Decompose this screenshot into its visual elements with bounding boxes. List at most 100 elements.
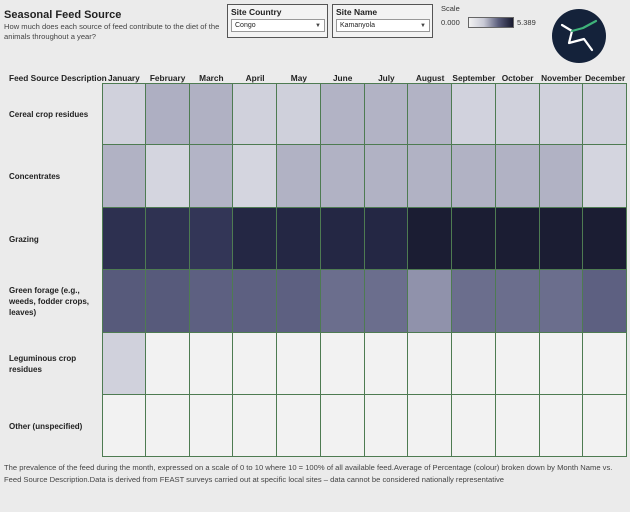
- site-country-value: Congo: [235, 22, 256, 29]
- heatmap-cell[interactable]: [452, 270, 496, 333]
- heatmap-cell[interactable]: [102, 395, 146, 458]
- heatmap-cell[interactable]: [277, 270, 321, 333]
- heatmap-cell[interactable]: [145, 270, 190, 333]
- month-header: December: [585, 73, 626, 83]
- site-name-dropdown[interactable]: Kamanyola ▼: [336, 19, 430, 32]
- scale-label: Scale: [441, 4, 460, 13]
- heatmap-cell[interactable]: [452, 332, 496, 395]
- heatmap-cell[interactable]: [277, 395, 321, 458]
- heatmap-cell[interactable]: [189, 83, 234, 146]
- heatmap-cell[interactable]: [189, 332, 234, 395]
- month-header: July: [378, 73, 395, 83]
- heatmap-cell[interactable]: [145, 332, 190, 395]
- chevron-down-icon: ▼: [315, 23, 321, 29]
- heatmap-cell[interactable]: [452, 395, 496, 458]
- heatmap-cell[interactable]: [583, 145, 627, 208]
- row-header: Leguminous crop residues: [9, 353, 77, 374]
- heatmap-cell[interactable]: [189, 270, 234, 333]
- feast-logo-icon[interactable]: [552, 9, 606, 63]
- heatmap-cell[interactable]: [364, 145, 409, 208]
- heatmap-cell[interactable]: [583, 395, 627, 458]
- heatmap-cell[interactable]: [320, 145, 365, 208]
- row-header: Concentrates: [9, 172, 61, 182]
- heatmap-cell[interactable]: [539, 270, 584, 333]
- heatmap-cell[interactable]: [364, 395, 409, 458]
- heatmap-cell[interactable]: [277, 83, 321, 146]
- month-header: October: [501, 73, 534, 83]
- row-header: Cereal crop residues: [9, 109, 89, 119]
- heatmap-cell[interactable]: [320, 270, 365, 333]
- heatmap-cell[interactable]: [539, 395, 584, 458]
- chevron-down-icon: ▼: [420, 23, 426, 29]
- heatmap-cell[interactable]: [539, 145, 584, 208]
- heatmap-cell[interactable]: [539, 83, 584, 146]
- site-country-dropdown[interactable]: Congo ▼: [231, 19, 325, 32]
- heatmap-cell[interactable]: [102, 145, 146, 208]
- site-country-filter: Site Country Congo ▼: [227, 4, 328, 38]
- month-header: March: [199, 73, 224, 83]
- heatmap-cell[interactable]: [320, 83, 365, 146]
- heatmap-cell[interactable]: [233, 395, 277, 458]
- month-header: November: [541, 73, 582, 83]
- heatmap-cell[interactable]: [189, 145, 234, 208]
- month-header: September: [452, 73, 496, 83]
- heatmap-cell[interactable]: [495, 395, 540, 458]
- row-header: Grazing: [9, 234, 39, 244]
- heatmap-cell[interactable]: [583, 207, 627, 271]
- heatmap-cell[interactable]: [408, 332, 452, 395]
- heatmap-cell[interactable]: [408, 83, 452, 146]
- heatmap-cell[interactable]: [364, 270, 409, 333]
- heatmap-cell[interactable]: [452, 83, 496, 146]
- heatmap-cell[interactable]: [408, 270, 452, 333]
- heatmap-cell[interactable]: [320, 207, 365, 271]
- month-header: April: [245, 73, 265, 83]
- heatmap-cell[interactable]: [452, 145, 496, 208]
- heatmap-cell[interactable]: [233, 207, 277, 271]
- heatmap-cell[interactable]: [364, 83, 409, 146]
- heatmap-cell[interactable]: [495, 207, 540, 271]
- heatmap-cell[interactable]: [583, 332, 627, 395]
- row-header: Green forage (e.g., weeds, fodder crops,…: [9, 285, 90, 317]
- heatmap-cell[interactable]: [102, 332, 146, 395]
- heatmap-cell[interactable]: [495, 332, 540, 395]
- heatmap-cell[interactable]: [408, 145, 452, 208]
- site-name-label: Site Name: [336, 7, 378, 17]
- heatmap-cell[interactable]: [189, 395, 234, 458]
- site-name-filter: Site Name Kamanyola ▼: [332, 4, 433, 38]
- heatmap-cell[interactable]: [320, 395, 365, 458]
- heatmap-cell[interactable]: [277, 207, 321, 271]
- scale-gradient: [468, 17, 514, 28]
- page-subtitle: How much does each source of feed contri…: [4, 22, 220, 41]
- heatmap-cell[interactable]: [452, 207, 496, 271]
- heatmap-cell[interactable]: [145, 83, 190, 146]
- site-name-value: Kamanyola: [340, 22, 376, 29]
- heatmap-cell[interactable]: [233, 145, 277, 208]
- heatmap-cell[interactable]: [145, 395, 190, 458]
- heatmap-cell[interactable]: [583, 270, 627, 333]
- heatmap-cell[interactable]: [583, 83, 627, 146]
- heatmap-cell[interactable]: [539, 207, 584, 271]
- heatmap-cell[interactable]: [102, 83, 146, 146]
- heatmap-cell[interactable]: [364, 207, 409, 271]
- heatmap-cell[interactable]: [233, 270, 277, 333]
- heatmap-cell[interactable]: [408, 207, 452, 271]
- scale-min: 0.000: [441, 18, 460, 27]
- heatmap-cell[interactable]: [145, 145, 190, 208]
- heatmap-cell[interactable]: [364, 332, 409, 395]
- heatmap-cell[interactable]: [495, 145, 540, 208]
- heatmap-cell[interactable]: [233, 332, 277, 395]
- heatmap-cell[interactable]: [145, 207, 190, 271]
- heatmap-cell[interactable]: [233, 83, 277, 146]
- heatmap-cell[interactable]: [495, 83, 540, 146]
- heatmap-cell[interactable]: [539, 332, 584, 395]
- heatmap-cell[interactable]: [277, 145, 321, 208]
- heatmap-cell[interactable]: [408, 395, 452, 458]
- heatmap-cell[interactable]: [102, 270, 146, 333]
- heatmap-cell[interactable]: [495, 270, 540, 333]
- heatmap-cell[interactable]: [277, 332, 321, 395]
- month-header: January: [107, 73, 140, 83]
- heatmap-cell[interactable]: [320, 332, 365, 395]
- corner-header: Feed Source Description: [9, 73, 107, 83]
- heatmap-cell[interactable]: [189, 207, 234, 271]
- heatmap-cell[interactable]: [102, 207, 146, 271]
